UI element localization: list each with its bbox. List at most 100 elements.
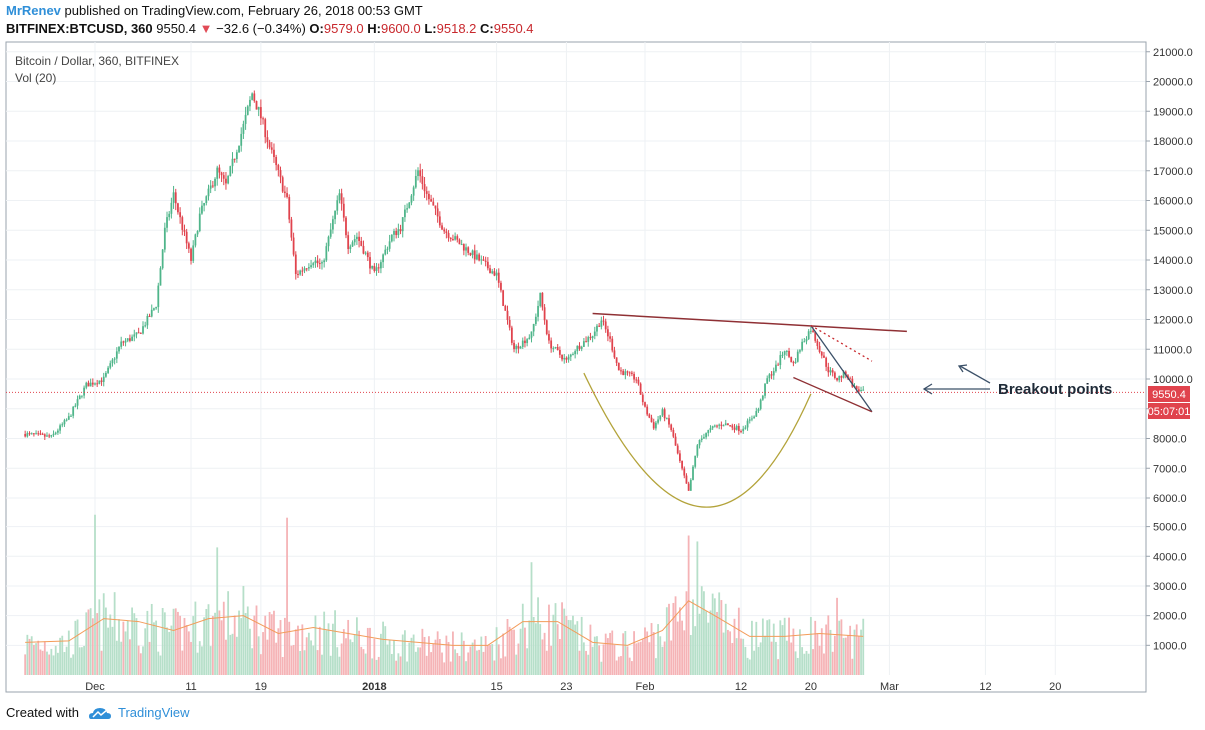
candle-body[interactable] bbox=[534, 316, 537, 324]
candle-body[interactable] bbox=[709, 428, 712, 431]
candle-body[interactable] bbox=[842, 371, 845, 378]
candle-body[interactable] bbox=[515, 345, 518, 350]
candle-body[interactable] bbox=[596, 325, 598, 332]
candle-body[interactable] bbox=[240, 133, 243, 146]
candle-body[interactable] bbox=[102, 376, 105, 382]
candle-body[interactable] bbox=[401, 217, 404, 232]
candle-body[interactable] bbox=[486, 261, 489, 269]
candle-body[interactable] bbox=[626, 371, 629, 373]
candle-body[interactable] bbox=[203, 203, 206, 206]
candle-body[interactable] bbox=[574, 351, 577, 355]
candle-body[interactable] bbox=[462, 244, 465, 251]
candle-body[interactable] bbox=[316, 260, 319, 264]
candle-body[interactable] bbox=[833, 372, 836, 378]
candle-body[interactable] bbox=[668, 418, 670, 425]
candle-body[interactable] bbox=[694, 455, 697, 467]
candle-body[interactable] bbox=[356, 236, 358, 240]
candle-body[interactable] bbox=[670, 424, 673, 430]
candle-body[interactable] bbox=[65, 419, 68, 421]
candle-body[interactable] bbox=[548, 334, 550, 341]
candle-body[interactable] bbox=[177, 203, 179, 213]
candle-body[interactable] bbox=[692, 466, 694, 480]
candle-body[interactable] bbox=[840, 376, 843, 378]
candle-body[interactable] bbox=[153, 308, 155, 310]
candle-body[interactable] bbox=[384, 249, 387, 255]
candle-body[interactable] bbox=[257, 107, 260, 110]
candle-body[interactable] bbox=[554, 347, 557, 349]
candle-body[interactable] bbox=[561, 354, 563, 360]
candle-body[interactable] bbox=[556, 347, 559, 351]
candle-body[interactable] bbox=[414, 176, 417, 188]
candle-body[interactable] bbox=[321, 262, 323, 264]
candle-body[interactable] bbox=[506, 310, 509, 321]
candle-body[interactable] bbox=[288, 197, 291, 220]
candle-body[interactable] bbox=[39, 433, 42, 435]
candle-body[interactable] bbox=[447, 233, 450, 238]
candle-body[interactable] bbox=[325, 246, 328, 261]
candle-body[interactable] bbox=[700, 438, 703, 440]
candle-body[interactable] bbox=[238, 145, 240, 153]
candle-body[interactable] bbox=[432, 201, 435, 206]
candle-body[interactable] bbox=[777, 364, 780, 366]
candle-body[interactable] bbox=[222, 175, 225, 179]
candle-body[interactable] bbox=[674, 436, 677, 446]
candle-body[interactable] bbox=[233, 158, 236, 160]
candle-body[interactable] bbox=[146, 315, 149, 326]
candle-body[interactable] bbox=[120, 341, 123, 347]
candle-body[interactable] bbox=[41, 433, 44, 435]
candle-body[interactable] bbox=[323, 260, 326, 263]
candle-body[interactable] bbox=[587, 337, 590, 342]
candle-body[interactable] bbox=[244, 114, 247, 124]
candle-body[interactable] bbox=[829, 370, 832, 373]
candle-body[interactable] bbox=[639, 383, 642, 395]
candle-body[interactable] bbox=[452, 239, 454, 241]
candle-body[interactable] bbox=[473, 250, 476, 260]
candle-body[interactable] bbox=[513, 342, 515, 350]
candle-body[interactable] bbox=[37, 433, 40, 435]
candle-body[interactable] bbox=[358, 236, 360, 241]
candle-body[interactable] bbox=[495, 272, 498, 276]
candle-body[interactable] bbox=[482, 259, 485, 261]
candle-body[interactable] bbox=[277, 165, 280, 171]
candle-body[interactable] bbox=[761, 395, 764, 400]
candle-body[interactable] bbox=[187, 243, 190, 249]
candle-body[interactable] bbox=[242, 123, 245, 134]
candle-body[interactable] bbox=[794, 361, 797, 363]
candle-body[interactable] bbox=[569, 354, 572, 357]
candle-body[interactable] bbox=[611, 338, 614, 351]
candle-body[interactable] bbox=[24, 434, 27, 437]
candle-body[interactable] bbox=[476, 254, 478, 260]
candle-body[interactable] bbox=[404, 209, 406, 218]
candle-body[interactable] bbox=[537, 305, 539, 317]
candles[interactable] bbox=[24, 90, 865, 491]
candle-body[interactable] bbox=[342, 203, 345, 218]
candle-body[interactable] bbox=[768, 374, 771, 379]
candle-body[interactable] bbox=[622, 370, 625, 376]
candle-body[interactable] bbox=[831, 370, 834, 373]
candle-body[interactable] bbox=[155, 307, 158, 309]
candle-body[interactable] bbox=[107, 367, 109, 373]
candle-body[interactable] bbox=[168, 213, 171, 218]
candle-body[interactable] bbox=[766, 378, 769, 384]
candle-body[interactable] bbox=[393, 230, 395, 235]
candle-body[interactable] bbox=[665, 418, 668, 420]
candle-body[interactable] bbox=[190, 248, 192, 261]
candle-body[interactable] bbox=[855, 386, 858, 390]
candle-body[interactable] bbox=[382, 254, 384, 263]
candle-body[interactable] bbox=[262, 118, 264, 120]
candle-body[interactable] bbox=[746, 420, 749, 428]
candle-body[interactable] bbox=[347, 235, 350, 250]
candle-body[interactable] bbox=[139, 332, 142, 334]
candle-body[interactable] bbox=[91, 382, 94, 385]
candle-body[interactable] bbox=[406, 208, 408, 210]
candle-body[interactable] bbox=[620, 370, 622, 372]
candle-body[interactable] bbox=[683, 468, 686, 476]
candle-body[interactable] bbox=[532, 323, 535, 332]
candle-body[interactable] bbox=[364, 252, 367, 254]
candle-body[interactable] bbox=[312, 263, 315, 266]
candle-body[interactable] bbox=[96, 383, 99, 385]
candle-body[interactable] bbox=[314, 260, 317, 264]
candle-body[interactable] bbox=[613, 350, 616, 358]
candle-body[interactable] bbox=[456, 236, 459, 240]
candle-body[interactable] bbox=[174, 192, 177, 204]
